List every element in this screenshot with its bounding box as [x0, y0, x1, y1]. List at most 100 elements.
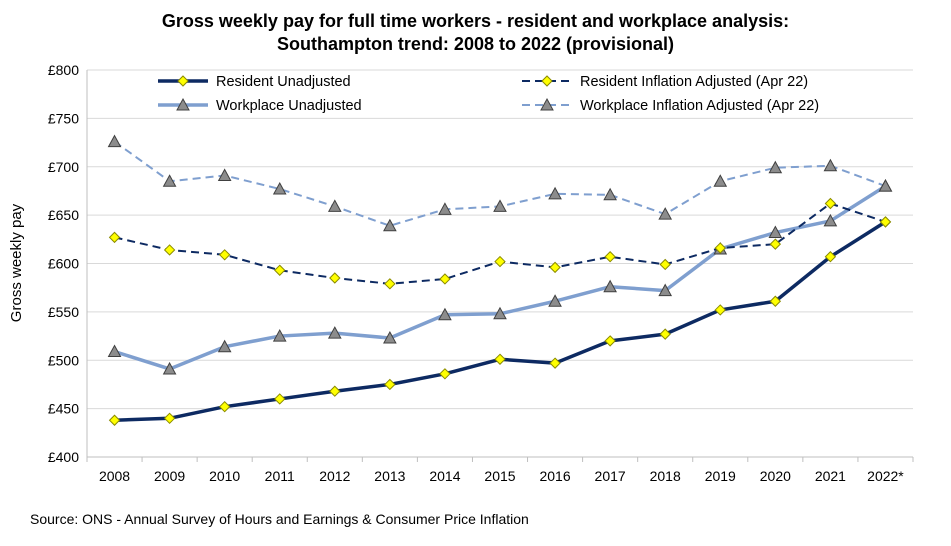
data-point-triangle [327, 326, 342, 339]
data-point-diamond [879, 216, 892, 228]
series-line-resident-unadjusted [114, 220, 887, 422]
data-point-triangle [272, 181, 287, 195]
data-point-triangle [327, 199, 342, 212]
data-point-triangle [438, 307, 452, 321]
data-point-diamond [384, 378, 396, 391]
x-tick-label: 2021 [815, 468, 846, 484]
data-point-triangle [162, 361, 177, 375]
legend: Resident Unadjusted Resident Inflation Ad… [158, 74, 819, 114]
x-tick-label: 2022* [867, 468, 904, 484]
data-point-triangle [540, 97, 554, 111]
data-point-triangle [548, 294, 562, 307]
source-note: Source: ONS - Annual Survey of Hours and… [30, 511, 529, 527]
data-point-diamond [163, 244, 176, 256]
y-tick-label: £550 [48, 304, 79, 320]
data-point-diamond [108, 414, 121, 426]
data-point-diamond [824, 251, 837, 263]
data-point-diamond [494, 353, 506, 365]
y-tick-label: £750 [48, 110, 79, 126]
data-point-diamond [824, 197, 837, 210]
data-point-triangle [603, 187, 617, 201]
y-tick-label: £600 [48, 256, 79, 272]
data-point-diamond [714, 304, 726, 316]
data-point-diamond [163, 412, 176, 425]
data-point-diamond [108, 231, 121, 244]
y-tick-label: £650 [48, 207, 79, 223]
data-point-diamond [659, 258, 671, 271]
y-tick-label: £800 [48, 62, 79, 78]
data-point-triangle [548, 186, 562, 200]
data-point-triangle [603, 279, 617, 293]
data-point-diamond [769, 238, 782, 250]
y-tick-label: £500 [48, 352, 79, 368]
data-point-diamond [541, 75, 553, 87]
y-tick-label: £450 [48, 401, 79, 417]
data-point-diamond [549, 261, 561, 274]
series-line-workplace-unadjusted [114, 184, 887, 371]
data-point-triangle [768, 225, 783, 239]
data-point-diamond [218, 400, 231, 413]
data-point-triangle [107, 134, 122, 148]
data-point-diamond [439, 273, 451, 285]
x-tick-label: 2011 [265, 468, 295, 484]
y-tick-label: £700 [48, 159, 79, 175]
data-point-triangle [878, 179, 893, 192]
axes: £400 £450 £500 £550 £600 £650 £700 £750 £800 2008… [48, 62, 914, 484]
x-tick-label: 2009 [154, 468, 185, 484]
x-tick-label: 2017 [595, 468, 626, 484]
x-tick-label: 2013 [374, 468, 405, 484]
chart-title-line-2: Southampton trend: 2008 to 2022 (provisi… [276, 34, 675, 54]
data-point-triangle [162, 174, 177, 187]
data-point-triangle [713, 174, 728, 187]
data-point-diamond [274, 264, 286, 276]
data-point-diamond [659, 328, 671, 340]
data-point-triangle [658, 283, 673, 297]
x-tick-label: 2020 [760, 468, 791, 484]
data-point-triangle [272, 329, 287, 342]
x-tick-label: 2008 [99, 468, 130, 484]
data-point-triangle [823, 213, 838, 227]
x-tick-label: 2018 [650, 468, 681, 484]
series-lines [113, 140, 887, 422]
data-point-diamond [329, 385, 341, 397]
legend-label: Workplace Unadjusted [216, 98, 362, 114]
data-point-diamond [177, 75, 189, 87]
x-tick-label: 2015 [484, 468, 515, 484]
data-point-triangle [383, 218, 397, 232]
data-point-diamond [384, 278, 396, 290]
data-point-triangle [438, 202, 452, 215]
y-tick-label: £400 [48, 449, 79, 465]
data-point-diamond [604, 251, 616, 263]
chart-title-line-1: Gross weekly pay for full time workers -… [161, 11, 790, 31]
data-point-triangle [217, 339, 232, 353]
x-tick-label: 2012 [319, 468, 350, 484]
x-tick-label: 2019 [705, 468, 736, 484]
y-axis-label: Gross weekly pay [8, 203, 25, 322]
data-point-triangle [383, 330, 397, 344]
data-point-diamond [769, 295, 782, 307]
data-point-diamond [218, 249, 231, 261]
data-point-diamond [714, 242, 726, 254]
data-point-triangle [658, 207, 673, 220]
data-point-triangle [217, 168, 232, 181]
legend-label: Resident Inflation Adjusted (Apr 22) [580, 74, 808, 90]
series-line-workplace-inflation-adjusted-apr-22- [113, 140, 886, 227]
data-point-triangle [768, 160, 783, 174]
data-point-triangle [107, 344, 122, 358]
data-point-triangle [176, 97, 190, 111]
legend-label: Workplace Inflation Adjusted (Apr 22) [580, 98, 819, 114]
series-markers [107, 134, 893, 426]
data-point-diamond [549, 357, 561, 369]
gridlines [87, 69, 913, 410]
data-point-diamond [494, 255, 506, 268]
chart-title: Gross weekly pay for full time workers -… [0, 10, 951, 56]
x-tick-label: 2010 [209, 468, 240, 484]
data-point-triangle [823, 158, 838, 172]
data-point-diamond [604, 335, 616, 347]
legend-label: Resident Unadjusted [216, 74, 351, 90]
data-point-diamond [329, 272, 341, 284]
data-point-diamond [274, 393, 286, 405]
data-point-triangle [493, 199, 507, 212]
data-point-triangle [493, 306, 507, 320]
